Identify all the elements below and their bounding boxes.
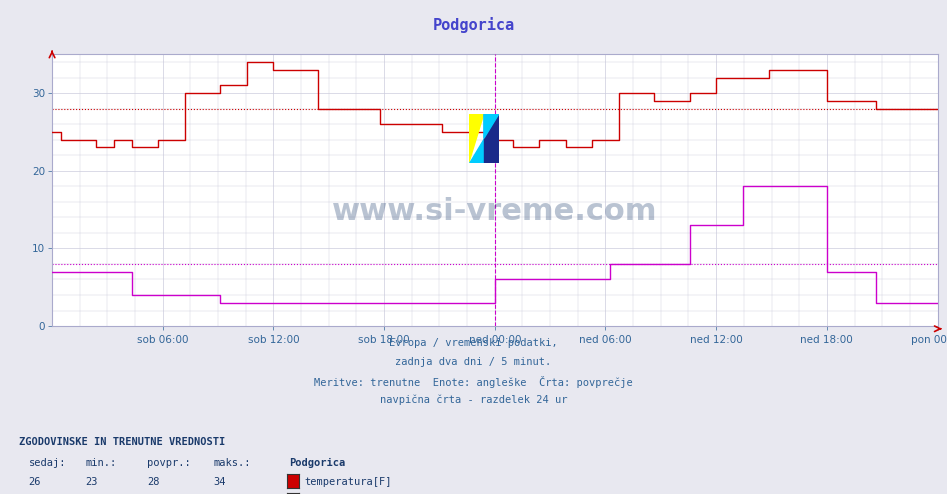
Text: Podgorica: Podgorica <box>289 458 345 468</box>
Polygon shape <box>484 114 499 163</box>
Text: www.si-vreme.com: www.si-vreme.com <box>332 198 657 226</box>
Text: Meritve: trenutne  Enote: angleške  Črta: povprečje: Meritve: trenutne Enote: angleške Črta: … <box>314 376 633 388</box>
Text: min.:: min.: <box>85 458 116 468</box>
Text: maks.:: maks.: <box>213 458 251 468</box>
Text: 26: 26 <box>28 477 41 487</box>
Text: Evropa / vremenski podatki,: Evropa / vremenski podatki, <box>389 338 558 348</box>
Text: temperatura[F]: temperatura[F] <box>304 477 391 487</box>
Polygon shape <box>484 114 499 138</box>
Text: 23: 23 <box>85 477 98 487</box>
Polygon shape <box>469 114 484 163</box>
Text: Podgorica: Podgorica <box>433 17 514 33</box>
Text: 34: 34 <box>213 477 225 487</box>
Polygon shape <box>469 138 484 163</box>
Text: ZGODOVINSKE IN TRENUTNE VREDNOSTI: ZGODOVINSKE IN TRENUTNE VREDNOSTI <box>19 437 225 447</box>
Text: zadnja dva dni / 5 minut.: zadnja dva dni / 5 minut. <box>396 357 551 367</box>
Text: povpr.:: povpr.: <box>147 458 190 468</box>
Text: 28: 28 <box>147 477 159 487</box>
Text: navpična črta - razdelek 24 ur: navpična črta - razdelek 24 ur <box>380 395 567 405</box>
Text: sedaj:: sedaj: <box>28 458 66 468</box>
